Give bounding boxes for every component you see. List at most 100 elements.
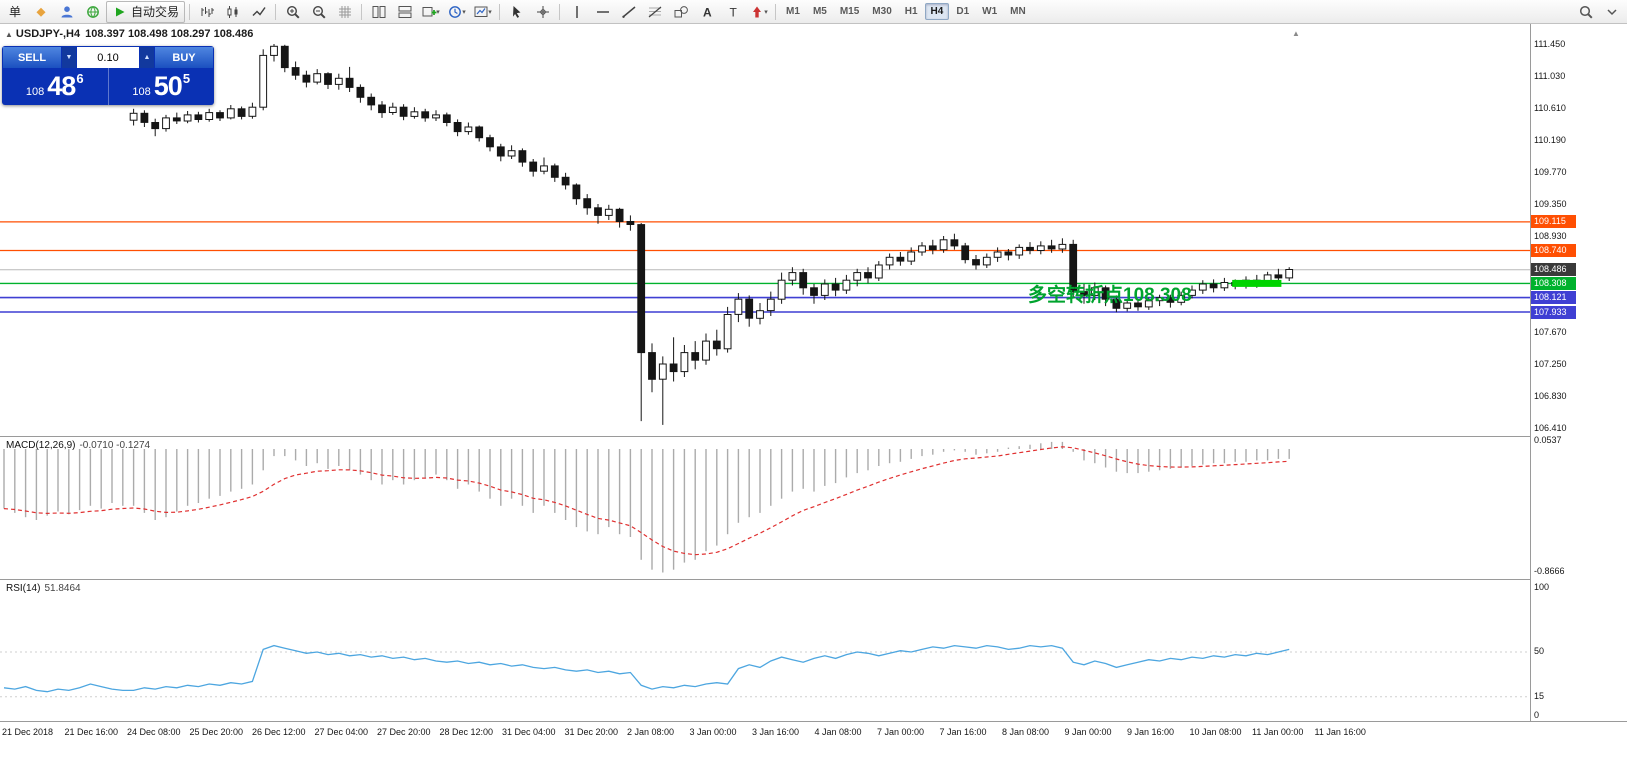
period-icon[interactable]: ▾: [444, 1, 469, 23]
timeframe-H4[interactable]: H4: [924, 3, 950, 20]
toolbar: 单自动交易 ▾ ▾ ▾ A T ▾ M1 M5 M15 M30 H1 H4 D1 W1 MN: [0, 0, 1627, 24]
new-chart-icon[interactable]: ▾: [418, 1, 443, 23]
timeframe-W1[interactable]: W1: [982, 6, 998, 17]
price-axis-label: 109.770: [1534, 167, 1567, 177]
label-icon[interactable]: T: [720, 1, 745, 23]
search-icon[interactable]: [1573, 1, 1598, 23]
sell-price-whole: 108: [25, 86, 45, 98]
price-tag: 108.740: [1531, 244, 1576, 257]
time-axis-label: 9 Jan 00:00: [1064, 727, 1112, 737]
toolbar-separator: [189, 3, 191, 20]
cursor-icon[interactable]: [504, 1, 529, 23]
price-tag: 108.486: [1531, 263, 1576, 277]
time-axis-label: 9 Jan 16:00: [1127, 727, 1175, 737]
sell-button[interactable]: SELL: [3, 47, 61, 68]
time-axis-label: 11 Jan 00:00: [1252, 727, 1304, 737]
time-axis-label: 10 Jan 08:00: [1189, 727, 1242, 737]
toolbar-separator: [361, 3, 363, 20]
time-axis-label: 11 Jan 16:00: [1314, 727, 1366, 737]
community-icon[interactable]: [80, 1, 105, 23]
svg-text:T: T: [729, 5, 737, 19]
time-axis-label: 24 Dec 08:00: [127, 727, 181, 737]
timeframe-H1[interactable]: H1: [904, 6, 918, 17]
rsi-axis-label: 15: [1534, 690, 1545, 701]
sell-price-point: 6: [76, 71, 84, 86]
toolbar-separator: [775, 3, 777, 20]
macd-axis-label: -0.8666: [1534, 566, 1565, 577]
price-axis-label: 111.030: [1534, 71, 1566, 81]
timeframe-MN[interactable]: MN: [1010, 6, 1026, 17]
price-axis-label: 111.450: [1534, 39, 1566, 49]
price-chart-panel[interactable]: ▲ USDJPY-,H4 108.397 108.498 108.297 108.4…: [0, 24, 1530, 436]
price-axis-label: 107.670: [1534, 327, 1567, 337]
candles: [129, 44, 1294, 425]
alert-icon[interactable]: [28, 1, 53, 23]
chart-ohlc-values: 108.397 108.498 108.297 108.486: [85, 28, 254, 40]
grid-icon[interactable]: [332, 1, 357, 23]
new-order-button[interactable]: 单: [9, 5, 22, 19]
rsi-axis-label: 50: [1534, 646, 1545, 656]
macd-axis-label: 0.0537: [1534, 435, 1562, 446]
cascade-windows-icon[interactable]: [392, 1, 417, 23]
price-tag: 107.933: [1531, 305, 1576, 319]
volume-input[interactable]: 0.10: [77, 47, 139, 68]
buy-price-pips: 50: [153, 71, 183, 101]
time-axis-label: 2 Jan 08:00: [627, 727, 675, 737]
macd-indicator-panel[interactable]: MACD(12,26,9) -0.0710 -0.1274: [0, 436, 1530, 580]
profile-icon[interactable]: [54, 1, 79, 23]
chart-symbol-period: USDJPY-,H4: [15, 28, 81, 40]
rsi-chart[interactable]: [0, 580, 1530, 722]
collapse-triangle-icon[interactable]: ▲: [5, 30, 13, 39]
chevron-down-icon[interactable]: [1599, 1, 1624, 23]
macd-values: -0.0710 -0.1274: [79, 440, 151, 451]
buy-button[interactable]: BUY: [155, 47, 213, 68]
volume-up-button[interactable]: ▲: [140, 47, 154, 68]
volume-down-button[interactable]: ▼: [62, 47, 76, 68]
template-icon[interactable]: ▾: [470, 1, 495, 23]
shapes-icon[interactable]: [668, 1, 693, 23]
rsi-line: [3, 644, 1290, 693]
timeframe-D1[interactable]: D1: [956, 6, 970, 17]
line-chart-icon[interactable]: [246, 1, 271, 23]
scroll-end-marker-icon[interactable]: ▲: [1292, 29, 1300, 38]
macd-chart[interactable]: [0, 437, 1530, 580]
horizontal-line-icon[interactable]: [590, 1, 615, 23]
toolbar-separator: [275, 3, 277, 20]
horizontal-lines: [0, 221, 1530, 313]
timeframe-M15[interactable]: M15: [839, 6, 860, 17]
sell-price-panel[interactable]: 108 48 6: [2, 68, 109, 105]
time-axis-label: 21 Dec 2018: [2, 727, 54, 737]
trendline-icon[interactable]: [616, 1, 641, 23]
toolbar-right-items: [1573, 1, 1624, 23]
rsi-indicator-panel[interactable]: RSI(14) 51.8464: [0, 579, 1530, 722]
timeframe-M1[interactable]: M1: [786, 6, 800, 17]
price-axis-label: 109.350: [1534, 199, 1567, 209]
toolbar-separator: [499, 3, 501, 20]
crosshair-icon[interactable]: [530, 1, 555, 23]
tile-windows-icon[interactable]: [366, 1, 391, 23]
price-axis-label: 110.610: [1534, 103, 1566, 113]
candlestick-chart[interactable]: [0, 24, 1530, 436]
time-axis-label: 26 Dec 12:00: [252, 727, 306, 737]
time-axis-label: 7 Jan 16:00: [939, 727, 987, 737]
time-axis-label: 7 Jan 00:00: [877, 727, 925, 737]
candlestick-icon[interactable]: [220, 1, 245, 23]
macd-histogram: [3, 441, 1290, 573]
timeframe-M5[interactable]: M5: [812, 6, 827, 17]
bar-chart-icon[interactable]: [194, 1, 219, 23]
price-axis[interactable]: 111.450 111.030 110.610 110.190 109.770 109.3…: [1530, 24, 1627, 721]
timeframe-M30[interactable]: M30: [872, 6, 892, 17]
text-icon[interactable]: A: [694, 1, 719, 23]
buy-price-point: 5: [182, 71, 191, 86]
autotrade-button[interactable]: 自动交易: [106, 0, 186, 23]
price-axis-label: 107.250: [1534, 359, 1567, 369]
zoom-out-icon[interactable]: [306, 1, 331, 23]
time-axis[interactable]: 21 Dec 2018 21 Dec 16:00 24 Dec 08:00 25 De…: [0, 721, 1627, 748]
arrows-icon[interactable]: ▾: [746, 1, 771, 23]
buy-price-panel[interactable]: 108 50 5: [109, 68, 215, 105]
zoom-in-icon[interactable]: [280, 1, 305, 23]
vertical-line-icon[interactable]: [564, 1, 589, 23]
fibonacci-icon[interactable]: [642, 1, 667, 23]
time-axis-label: 21 Dec 16:00: [64, 727, 119, 737]
